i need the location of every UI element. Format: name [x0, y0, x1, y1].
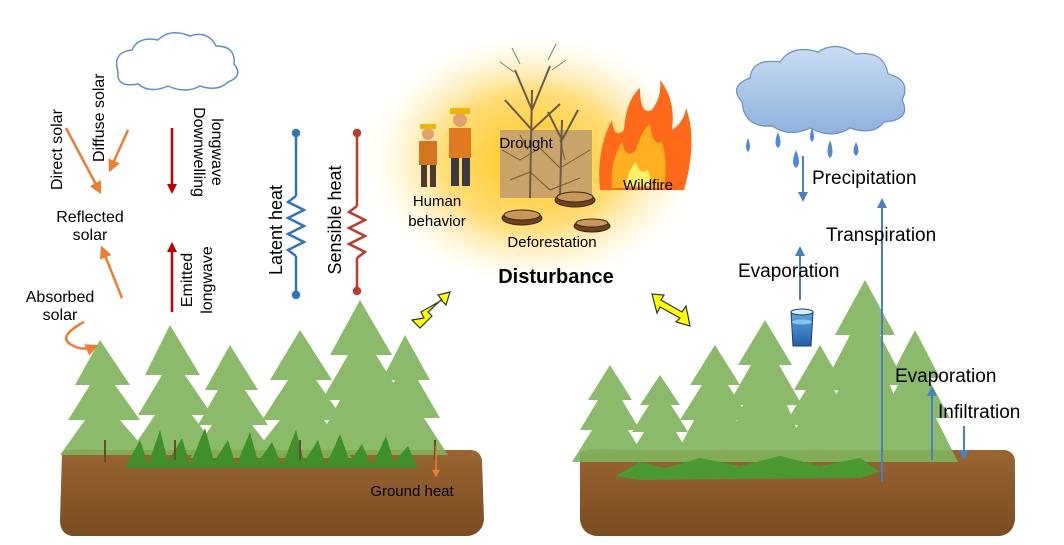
deforestation-label: Deforestation — [507, 234, 596, 251]
grass-right — [615, 456, 880, 480]
water-cup-icon — [790, 308, 814, 347]
double-arrow-right — [651, 293, 691, 327]
rain-cloud-icon — [735, 45, 906, 135]
water-arrows — [795, 156, 969, 482]
double-arrow-left — [410, 291, 451, 329]
direct-solar-label: Direct solar — [49, 108, 66, 190]
emitted-longwave-label-1: Emitted — [179, 253, 196, 307]
disturbance-panel — [367, 35, 697, 285]
diffuse-solar-arrow — [108, 129, 130, 173]
drought-label: Drought — [499, 135, 553, 152]
latent-heat-symbol — [285, 128, 307, 300]
downwelling-longwave-label-1: Downwelling — [190, 107, 207, 197]
reflected-solar-label-1: Reflected — [56, 209, 124, 226]
transpiration-label: Transpiration — [826, 225, 936, 246]
trunks-left — [104, 440, 436, 462]
sensible-heat-label: Sensible heat — [325, 165, 345, 274]
direct-solar-arrow — [64, 127, 102, 195]
wildfire-image — [599, 80, 692, 190]
raindrops — [746, 128, 859, 168]
absorbed-solar-label-1: Absorbed — [26, 289, 95, 306]
drought-image — [499, 43, 592, 199]
deforestation-image — [501, 191, 611, 233]
human-figures — [419, 108, 471, 187]
downwelling-longwave-label-2: longwave — [208, 118, 225, 186]
absorbed-solar-arrow — [65, 320, 99, 356]
infiltration-label: Infiltration — [938, 402, 1020, 423]
human-behavior-label-2: behavior — [408, 213, 466, 230]
evaporation-bottom-label: Evaporation — [895, 366, 996, 387]
evaporation-top-label: Evaporation — [738, 261, 839, 282]
human-behavior-label-1: Human — [413, 193, 461, 210]
forest-right — [572, 280, 958, 462]
cloud-icon — [115, 32, 239, 91]
sensible-heat-symbol — [346, 128, 368, 296]
reflected-solar-arrow — [99, 245, 124, 299]
forest-left — [60, 300, 448, 458]
grass-left — [125, 428, 418, 468]
soil-left — [60, 449, 484, 536]
solar-arrows — [64, 127, 440, 478]
wildfire-label: Wildfire — [623, 177, 673, 194]
reflected-solar-label-2: solar — [73, 227, 108, 244]
diffuse-solar-label: Diffuse solar — [91, 73, 108, 162]
disturbance-label: Disturbance — [498, 266, 614, 288]
precipitation-label: Precipitation — [812, 168, 917, 189]
ground-heat-label: Ground heat — [370, 483, 454, 500]
latent-heat-label: Latent heat — [266, 185, 286, 275]
absorbed-solar-label-2: solar — [43, 307, 78, 324]
emitted-longwave-label-2: longwave — [199, 246, 216, 314]
